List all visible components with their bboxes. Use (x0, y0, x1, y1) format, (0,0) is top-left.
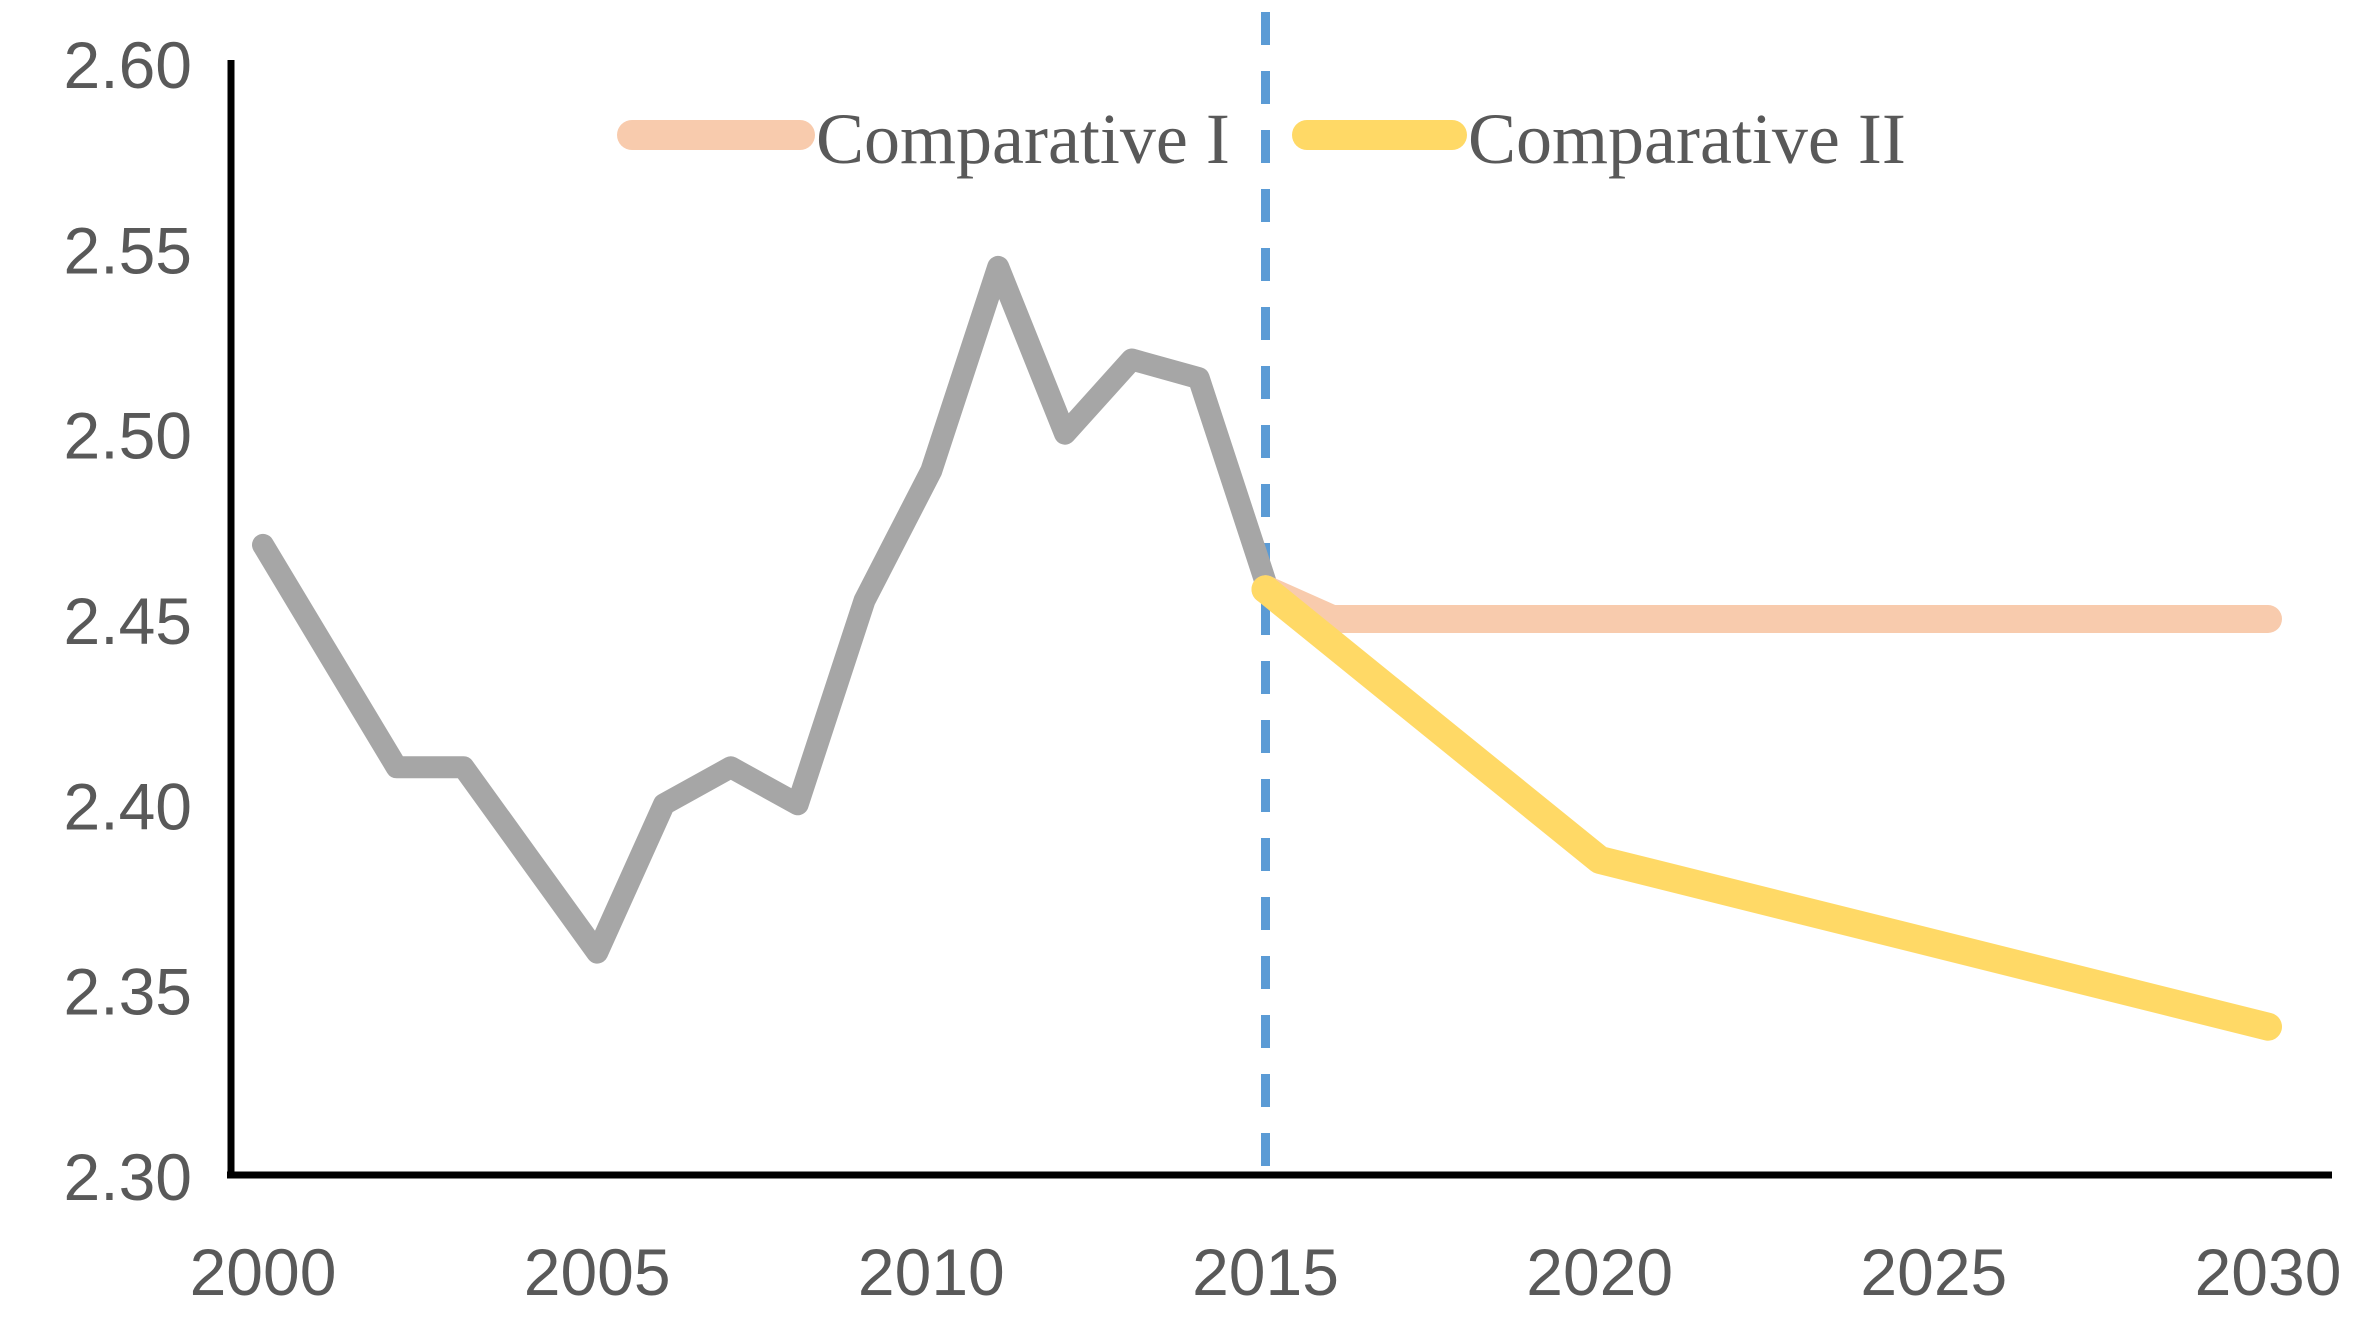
axes (227, 60, 2332, 1179)
y-tick-label: 2.60 (64, 28, 192, 102)
legend: Comparative I Comparative II (617, 99, 1906, 179)
y-tick-label: 2.55 (64, 213, 192, 287)
series-line-2 (1251, 575, 2282, 1041)
y-tick-label: 2.35 (64, 955, 192, 1029)
x-tick-label: 2010 (858, 1235, 1005, 1309)
legend-label-comparative-1: Comparative I (816, 99, 1230, 179)
y-tick-label: 2.45 (64, 584, 192, 658)
series-line-1 (1251, 575, 2282, 633)
x-tick-label: 2005 (524, 1235, 671, 1309)
x-tick-label: 2030 (2195, 1235, 2342, 1309)
series-layer (252, 255, 2282, 1041)
x-tick-label: 2025 (1860, 1235, 2007, 1309)
legend-item-comparative-1: Comparative I (617, 99, 1230, 179)
tick-labels: 2.30 2.35 2.40 2.45 2.50 2.55 2.60 2000 2005 2010… (64, 28, 2342, 1309)
y-tick-label: 2.40 (64, 769, 192, 843)
legend-label-comparative-2: Comparative II (1468, 99, 1906, 179)
legend-item-comparative-2: Comparative II (1292, 99, 1906, 179)
x-tick-label: 2000 (190, 1235, 337, 1309)
series-line-0 (252, 255, 1277, 964)
x-tick-label: 2020 (1526, 1235, 1673, 1309)
y-tick-label: 2.30 (64, 1140, 192, 1214)
x-tick-label: 2015 (1192, 1235, 1339, 1309)
y-tick-label: 2.50 (64, 399, 192, 473)
